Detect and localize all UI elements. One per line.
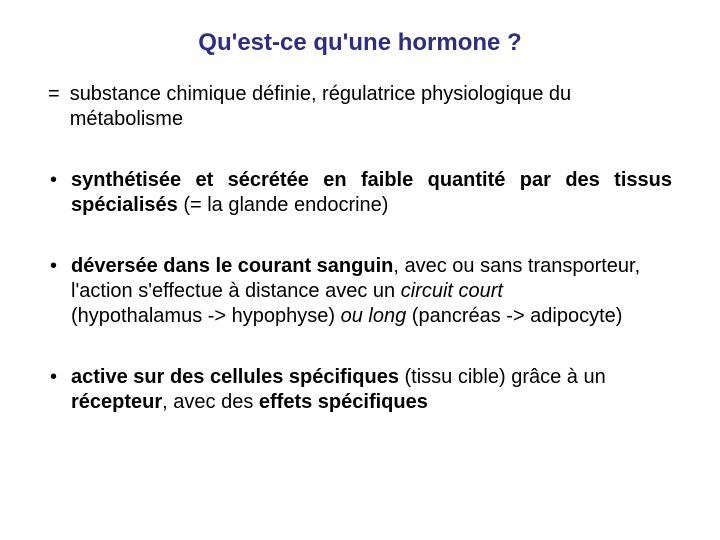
slide-title: Qu'est-ce qu'une hormone ?	[48, 28, 672, 58]
bullet-mark: •	[50, 254, 57, 278]
bullet-line: synthétisée et sécrétée en faible quanti…	[71, 168, 672, 218]
bullet-body: synthétisée et sécrétée en faible quanti…	[71, 168, 672, 218]
bullet-item: • déversée dans le courant sanguin, avec …	[48, 254, 672, 329]
bullet-mark: •	[50, 168, 57, 192]
bullet-item: • synthétisée et sécrétée en faible quant…	[48, 168, 672, 218]
bullet-line: (hypothalamus -> hypophyse) ou long (pan…	[71, 304, 672, 329]
definition-row: = substance chimique définie, régulatric…	[48, 82, 672, 132]
text-run: circuit court	[401, 280, 503, 302]
text-run: (tissu cible) grâce à un	[399, 366, 606, 388]
bullet-body: déversée dans le courant sanguin, avec o…	[71, 254, 672, 329]
equals-sign: =	[48, 82, 60, 107]
definition-text: substance chimique définie, régulatrice …	[70, 82, 672, 132]
bullet-line: déversée dans le courant sanguin, avec o…	[71, 254, 672, 279]
text-run: (hypothalamus -> hypophyse)	[71, 305, 341, 327]
text-run: déversée dans le courant sanguin	[71, 255, 393, 277]
bullet-body: active sur des cellules spécifiques (tis…	[71, 365, 672, 415]
bullet-item: • active sur des cellules spécifiques (ti…	[48, 365, 672, 415]
text-run: active sur des cellules spécifiques	[71, 366, 399, 388]
text-run: , avec ou sans transporteur,	[393, 255, 640, 277]
bullet-list: • synthétisée et sécrétée en faible quant…	[48, 168, 672, 415]
text-run: (= la glande endocrine)	[178, 194, 389, 216]
text-run: l'action s'effectue à distance avec un	[71, 280, 401, 302]
text-run: (pancréas -> adipocyte)	[406, 305, 622, 327]
text-run: effets spécifiques	[259, 391, 428, 413]
bullet-line: l'action s'effectue à distance avec un c…	[71, 279, 672, 304]
bullet-mark: •	[50, 365, 57, 389]
text-run: récepteur	[71, 391, 162, 413]
text-run: ou long	[341, 305, 407, 327]
text-run: , avec des	[162, 391, 259, 413]
bullet-line: active sur des cellules spécifiques (tis…	[71, 365, 672, 415]
